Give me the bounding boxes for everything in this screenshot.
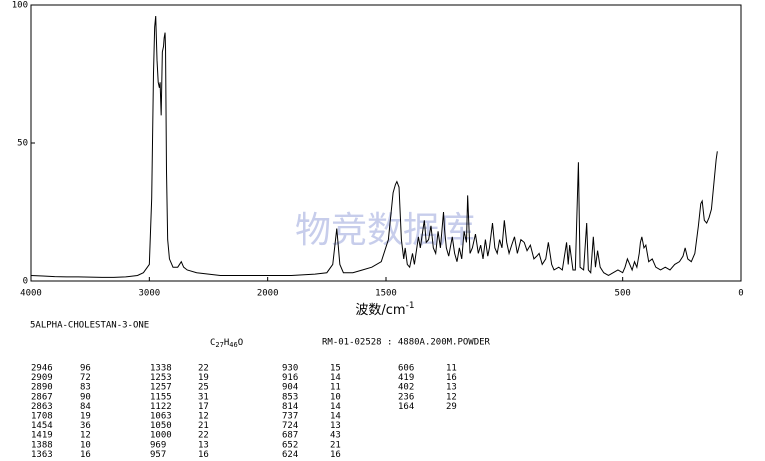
peak-intensity: 16 [330,450,341,460]
peak-intensity: 19 [80,412,91,422]
peak-intensity: 12 [80,431,91,441]
peak-intensity: 22 [198,431,209,441]
peak-wavenumber: 904 [282,383,298,393]
peak-wavenumber: 916 [282,373,298,383]
peak-wavenumber: 969 [150,440,166,450]
peak-wavenumber: 2867 [31,392,53,402]
peak-wavenumber: 1257 [150,383,172,393]
peak-intensity: 21 [330,440,341,450]
peak-intensity: 17 [198,402,209,412]
peak-wavenumber: 419 [398,373,414,383]
peak-intensity: 14 [330,402,341,412]
peak-intensity: 16 [446,373,457,383]
sample-info: RM-01-02528 : 4880A.200M.POWDER [322,338,491,348]
peak-intensity: 21 [198,421,209,431]
peak-intensity: 16 [198,450,209,460]
peak-intensity: 12 [446,392,457,402]
peak-wavenumber: 624 [282,450,298,460]
peak-wavenumber: 652 [282,440,298,450]
peak-wavenumber: 1338 [150,364,172,374]
peak-wavenumber: 1063 [150,412,172,422]
peak-wavenumber: 737 [282,412,298,422]
y-tick-label: 100 [12,1,28,11]
peak-wavenumber: 1253 [150,373,172,383]
x-axis-label: 波数/cm-1 [355,301,414,318]
peak-wavenumber: 1050 [150,421,172,431]
x-axis-label-text: 波数/cm [355,303,405,318]
peak-wavenumber: 957 [150,450,166,460]
peak-wavenumber: 1419 [31,431,53,441]
peak-intensity: 16 [80,450,91,460]
peak-wavenumber: 606 [398,364,414,374]
peak-intensity: 36 [80,421,91,431]
peak-wavenumber: 1708 [31,412,53,422]
peak-wavenumber: 164 [398,402,414,412]
peak-intensity: 12 [198,412,209,422]
x-tick-label: 1500 [375,289,397,299]
peak-wavenumber: 2946 [31,364,53,374]
peak-intensity: 84 [80,402,91,412]
peak-intensity: 43 [330,431,341,441]
peak-intensity: 14 [330,412,341,422]
peak-wavenumber: 236 [398,392,414,402]
peak-intensity: 11 [446,364,457,374]
formula: C27H46O [210,338,243,350]
peak-intensity: 13 [198,440,209,450]
peak-intensity: 90 [80,392,91,402]
peak-intensity: 15 [330,364,341,374]
x-tick-label: 4000 [20,289,42,299]
peak-wavenumber: 2909 [31,373,53,383]
peak-wavenumber: 814 [282,402,298,412]
peak-intensity: 96 [80,364,91,374]
peak-intensity: 19 [198,373,209,383]
peak-intensity: 11 [330,383,341,393]
peak-wavenumber: 687 [282,431,298,441]
formula-part: 46 [229,341,237,349]
peak-wavenumber: 930 [282,364,298,374]
peak-intensity: 29 [446,402,457,412]
watermark: 物竞数据库 [295,210,475,251]
peak-intensity: 13 [446,383,457,393]
peak-intensity: 13 [330,421,341,431]
peak-intensity: 10 [80,440,91,450]
peak-wavenumber: 402 [398,383,414,393]
peak-intensity: 22 [198,364,209,374]
x-tick-label: 500 [615,289,631,299]
peak-intensity: 72 [80,373,91,383]
x-tick-label: 3000 [138,289,160,299]
x-axis-label-exponent: -1 [406,301,415,311]
peak-intensity: 14 [330,373,341,383]
peak-wavenumber: 724 [282,421,298,431]
peak-intensity: 31 [198,392,209,402]
formula-part: O [238,338,243,348]
peak-wavenumber: 1454 [31,421,53,431]
x-tick-label: 0 [738,289,743,299]
compound-name: 5ALPHA-CHOLESTAN-3-ONE [30,321,149,331]
peak-wavenumber: 1388 [31,440,53,450]
peak-intensity: 25 [198,383,209,393]
peak-wavenumber: 2863 [31,402,53,412]
x-tick-label: 2000 [257,289,279,299]
spectrum-line [30,15,718,278]
peak-wavenumber: 1363 [31,450,53,460]
formula-part: C [210,338,215,348]
formula-part: 27 [215,341,223,349]
peak-wavenumber: 1000 [150,431,172,441]
peak-wavenumber: 2890 [31,383,53,393]
peak-wavenumber: 1155 [150,392,172,402]
peak-intensity: 10 [330,392,341,402]
formula-part: H [224,338,229,348]
y-tick-label: 0 [23,277,28,287]
peak-wavenumber: 853 [282,392,298,402]
peak-wavenumber: 1122 [150,402,172,412]
peak-intensity: 83 [80,383,91,393]
y-tick-label: 50 [17,139,28,149]
